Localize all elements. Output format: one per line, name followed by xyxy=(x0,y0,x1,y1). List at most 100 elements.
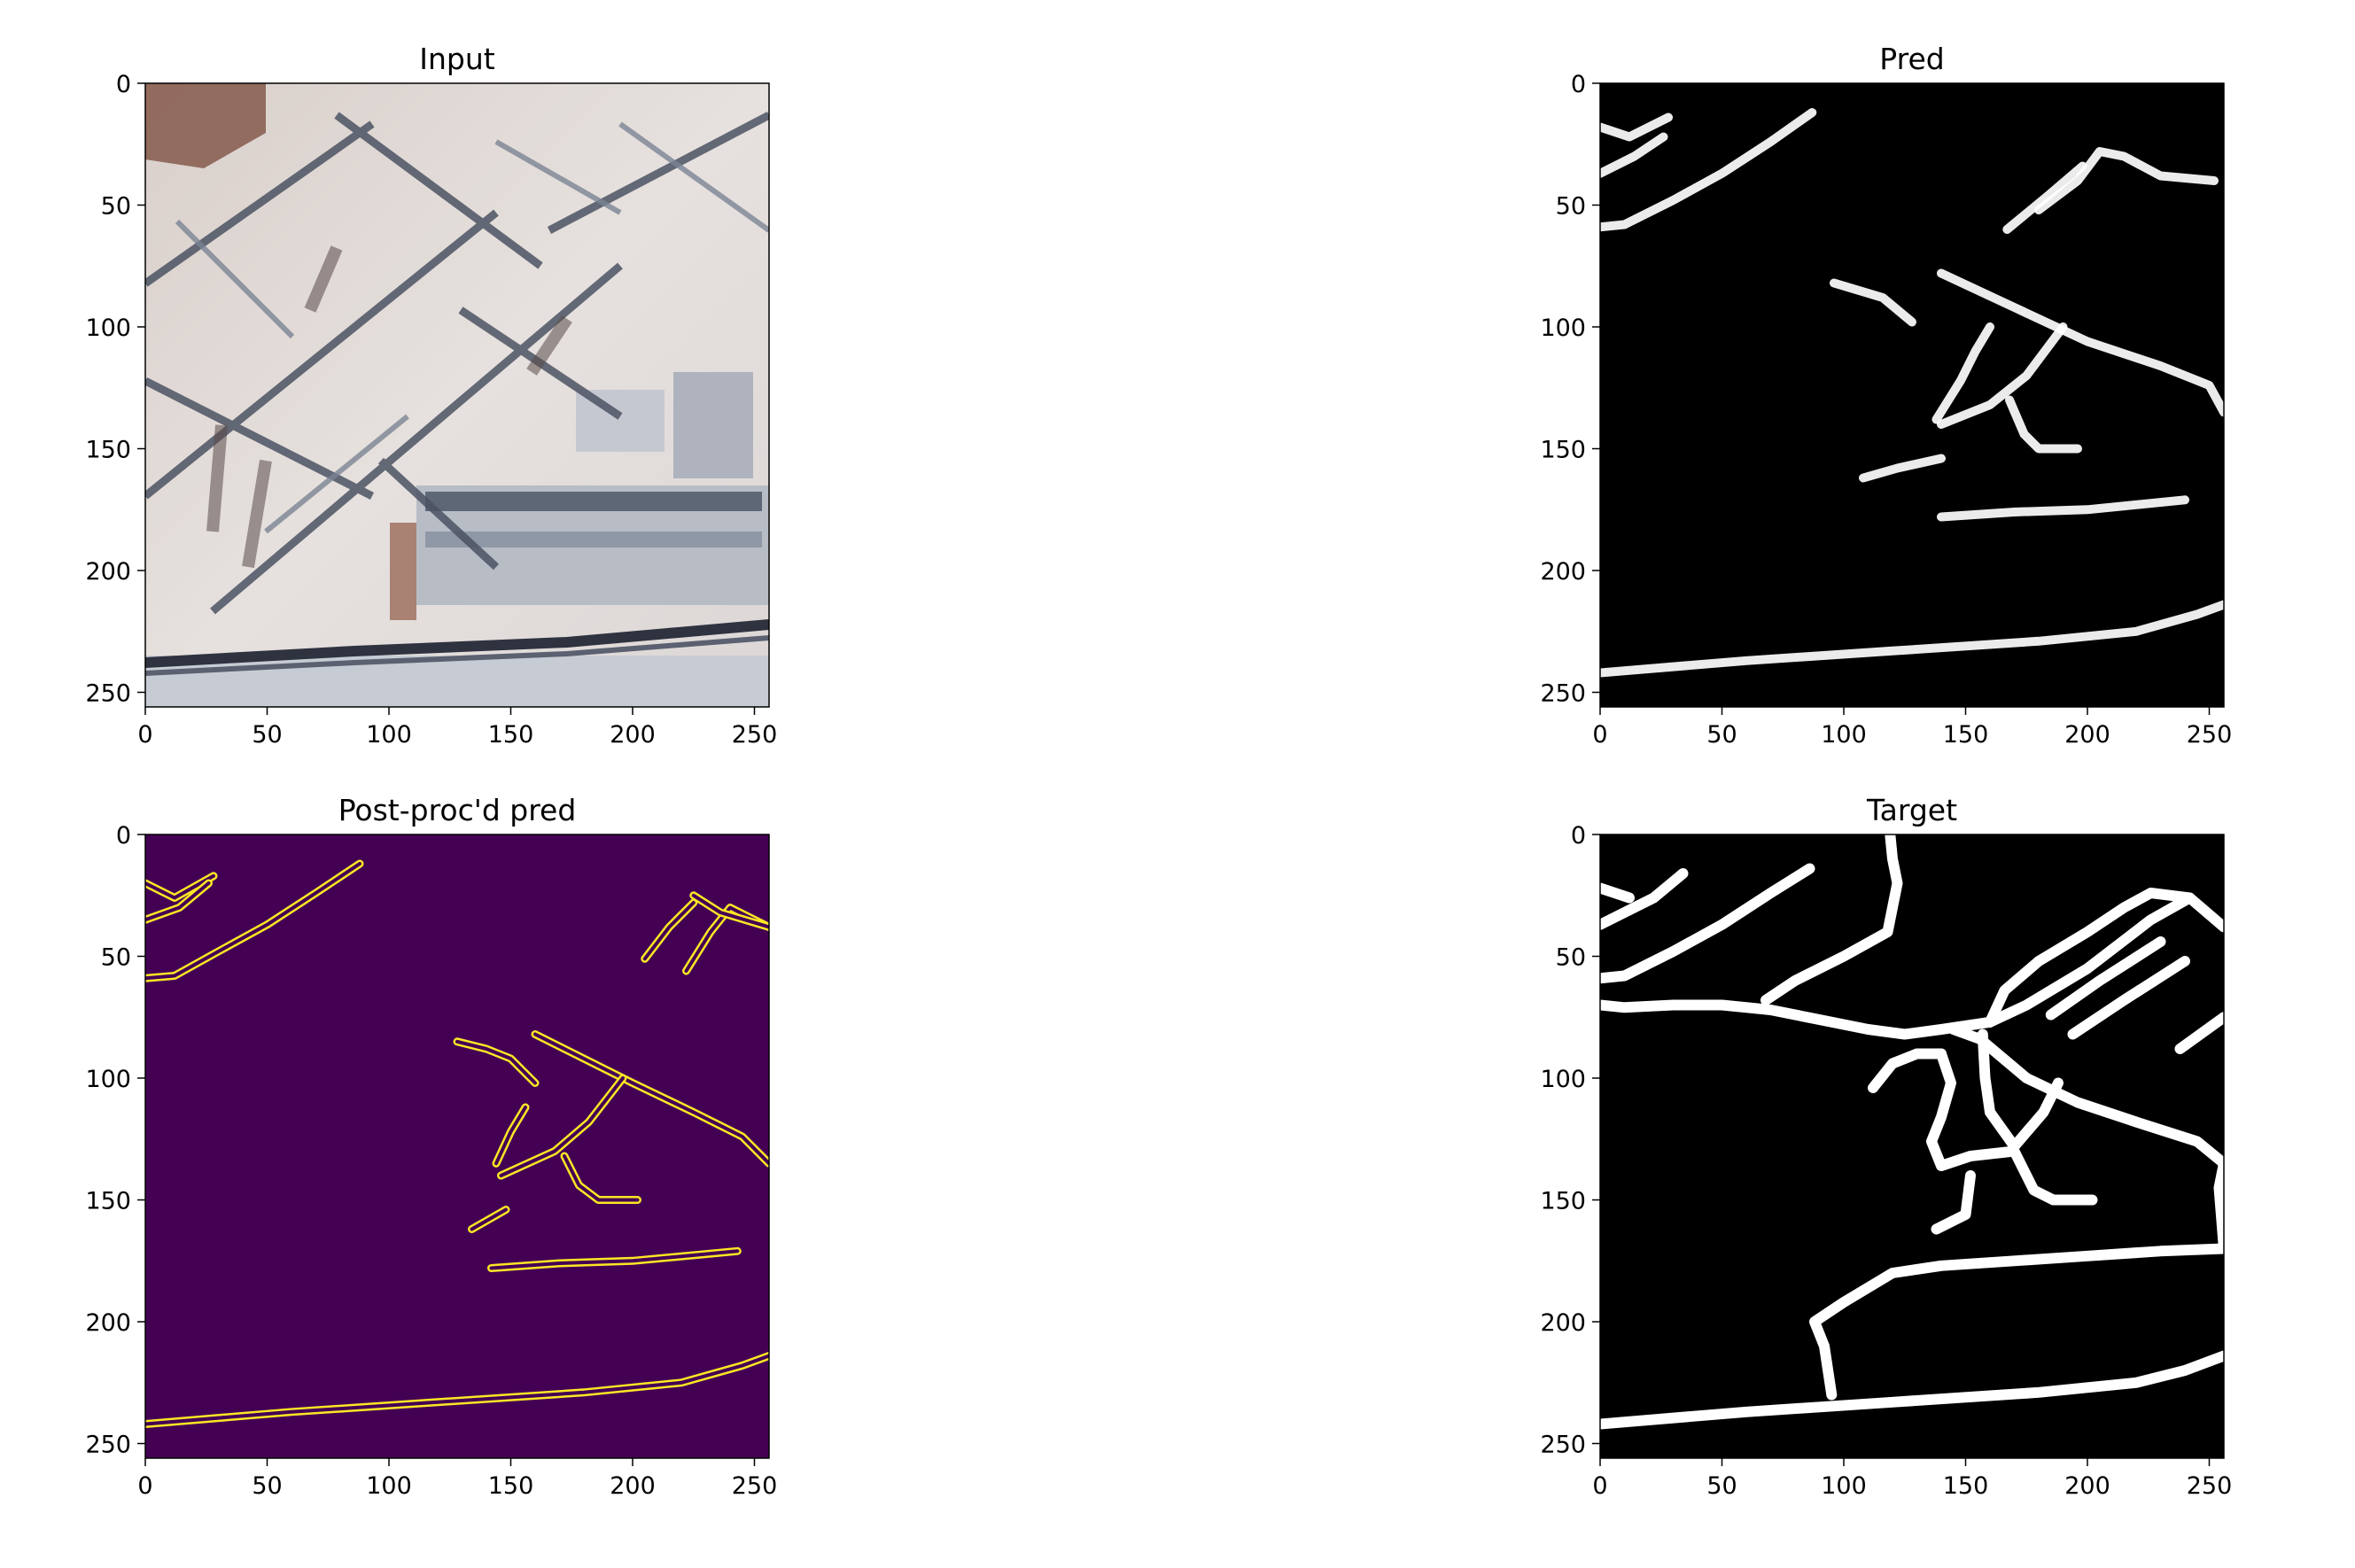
road-segment xyxy=(1937,495,2189,522)
road-contour-core xyxy=(145,1354,769,1426)
x-tick-label: 50 xyxy=(252,721,282,749)
y-tick-label: 250 xyxy=(85,1432,131,1459)
x-tick-label: 200 xyxy=(2064,721,2110,749)
image-background xyxy=(145,834,769,1458)
road-segment xyxy=(1868,1048,1947,1093)
image-background xyxy=(1600,834,2224,1458)
road-segment xyxy=(1600,868,1689,930)
road-contour-core xyxy=(691,893,769,929)
panel-title: Target xyxy=(1866,793,1957,827)
x-tick-label: 200 xyxy=(610,721,656,749)
road-segment xyxy=(2034,147,2219,214)
road-contour-core xyxy=(642,901,696,961)
road-contour-core xyxy=(145,862,361,981)
road-segment xyxy=(2067,956,2190,1040)
y-tick-label: 100 xyxy=(1540,314,1586,342)
road-segment xyxy=(1760,834,1903,1005)
x-tick-label: 50 xyxy=(1706,721,1737,749)
postproc-image xyxy=(145,834,769,1458)
x-tick-label: 250 xyxy=(732,721,778,749)
input-image xyxy=(145,83,769,707)
road-segment xyxy=(1600,1350,2224,1430)
road-contour-core xyxy=(455,1039,537,1085)
road-segment xyxy=(1600,600,2224,678)
y-tick-label: 100 xyxy=(85,314,131,342)
y-tick-label: 150 xyxy=(85,1188,131,1215)
road-segment xyxy=(1977,1029,2064,1152)
road-segment xyxy=(1600,113,1673,142)
x-tick-label: 0 xyxy=(1592,721,1607,749)
x-tick-label: 250 xyxy=(2187,1472,2233,1500)
road-contour-core xyxy=(533,1032,769,1166)
x-tick-label: 100 xyxy=(1821,721,1867,749)
x-tick-label: 150 xyxy=(488,721,534,749)
y-tick-label: 100 xyxy=(85,1066,131,1093)
road-contour-core xyxy=(563,1154,640,1202)
axes-frame xyxy=(1599,82,2225,708)
y-tick-label: 0 xyxy=(1571,71,1586,98)
road-contour-core xyxy=(489,1249,740,1270)
road-contour-core xyxy=(145,881,211,922)
road-segment xyxy=(1600,999,1995,1040)
road-segment xyxy=(1600,108,1817,232)
y-tick-label: 200 xyxy=(85,1309,131,1337)
road-segment xyxy=(2174,1012,2224,1054)
target-image xyxy=(1600,834,2224,1458)
y-tick-label: 250 xyxy=(1540,1432,1586,1459)
x-tick-label: 200 xyxy=(2064,1472,2110,1500)
x-tick-label: 0 xyxy=(137,1472,152,1500)
y-tick-label: 150 xyxy=(1540,1188,1586,1215)
x-tick-label: 150 xyxy=(488,1472,534,1500)
y-tick-label: 200 xyxy=(1540,1309,1586,1337)
y-tick-label: 250 xyxy=(85,680,131,708)
x-tick-label: 100 xyxy=(366,721,412,749)
road-segment xyxy=(1931,1170,1976,1235)
road-contour-core xyxy=(494,1106,527,1166)
y-tick-label: 50 xyxy=(101,944,131,972)
x-tick-label: 100 xyxy=(366,1472,412,1500)
y-tick-label: 100 xyxy=(1540,1066,1586,1093)
panel-title: Post-proc'd pred xyxy=(338,793,577,827)
panel-title: Input xyxy=(419,42,495,76)
road-segment xyxy=(1931,322,1994,424)
axes-frame xyxy=(144,82,770,708)
road-segment xyxy=(1830,278,1916,327)
y-tick-label: 0 xyxy=(116,71,131,98)
road-segment xyxy=(1600,132,1668,178)
y-tick-label: 50 xyxy=(1556,944,1586,972)
road-segment xyxy=(2005,395,2082,454)
axes-frame xyxy=(1599,834,2225,1459)
road-segment xyxy=(1600,863,1815,984)
x-tick-label: 100 xyxy=(1821,1472,1867,1500)
road-segment xyxy=(1937,268,2224,417)
road-segment xyxy=(1859,454,1946,483)
road-segment xyxy=(1985,892,2196,1028)
y-tick-label: 150 xyxy=(1540,437,1586,464)
x-tick-label: 150 xyxy=(1943,721,1989,749)
x-tick-label: 200 xyxy=(610,1472,656,1500)
road-contour-core xyxy=(470,1207,508,1231)
y-tick-label: 150 xyxy=(85,437,131,464)
road-contour-core xyxy=(145,873,215,900)
panel-postproc-axes: 0 50 100 150 200 250050100150200250Post-proc'… xyxy=(85,793,777,1500)
road-segment xyxy=(1926,1048,2020,1171)
y-tick-label: 200 xyxy=(85,558,131,586)
panel-postproc: 0 50 100 150 200 250050100150200250Post-proc'… xyxy=(85,793,777,1500)
road-segment xyxy=(2045,936,2166,1021)
road-segment xyxy=(1600,882,1635,904)
road-segment xyxy=(2213,1158,2224,1254)
x-tick-label: 0 xyxy=(137,721,152,749)
y-tick-label: 0 xyxy=(116,822,131,850)
y-tick-label: 50 xyxy=(1556,193,1586,221)
y-tick-label: 0 xyxy=(1571,822,1586,850)
y-tick-label: 50 xyxy=(101,193,131,221)
road-segment xyxy=(2002,161,2087,234)
x-tick-label: 250 xyxy=(2187,721,2233,749)
road-segment xyxy=(2009,1145,2098,1206)
axes-frame xyxy=(144,834,770,1459)
